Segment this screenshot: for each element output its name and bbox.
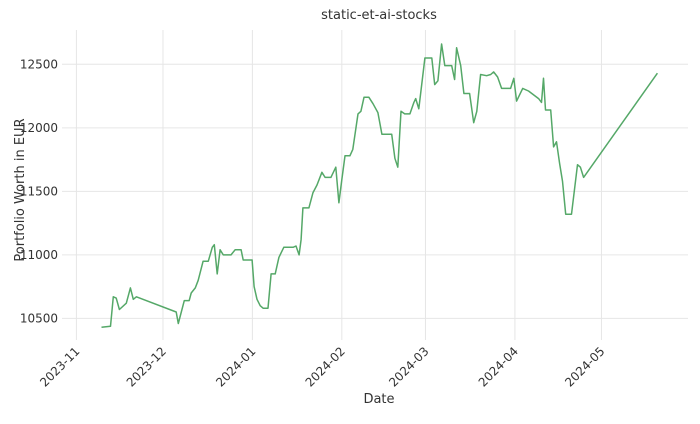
y-tick-label: 12000: [20, 121, 58, 135]
x-tick-label: 2024-02: [303, 344, 348, 389]
y-tick-label: 11000: [20, 248, 58, 262]
x-tick-label: 2024-03: [386, 344, 431, 389]
x-tick-label: 2024-01: [213, 344, 258, 389]
y-axis-label: Portfolio Worth in EUR: [13, 118, 28, 261]
y-tick-label: 11500: [20, 184, 58, 198]
x-tick-label: 2023-12: [124, 344, 169, 389]
chart-title: static-et-ai-stocks: [321, 8, 437, 23]
x-axis-label: Date: [363, 392, 394, 407]
x-tick-label: 2024-04: [476, 344, 521, 389]
data-line: [101, 43, 659, 329]
y-tick-label: 10500: [20, 311, 58, 325]
x-tick-label: 2024-05: [562, 344, 607, 389]
x-tick-label: 2023-11: [37, 344, 82, 389]
y-tick-label: 12500: [20, 57, 58, 71]
